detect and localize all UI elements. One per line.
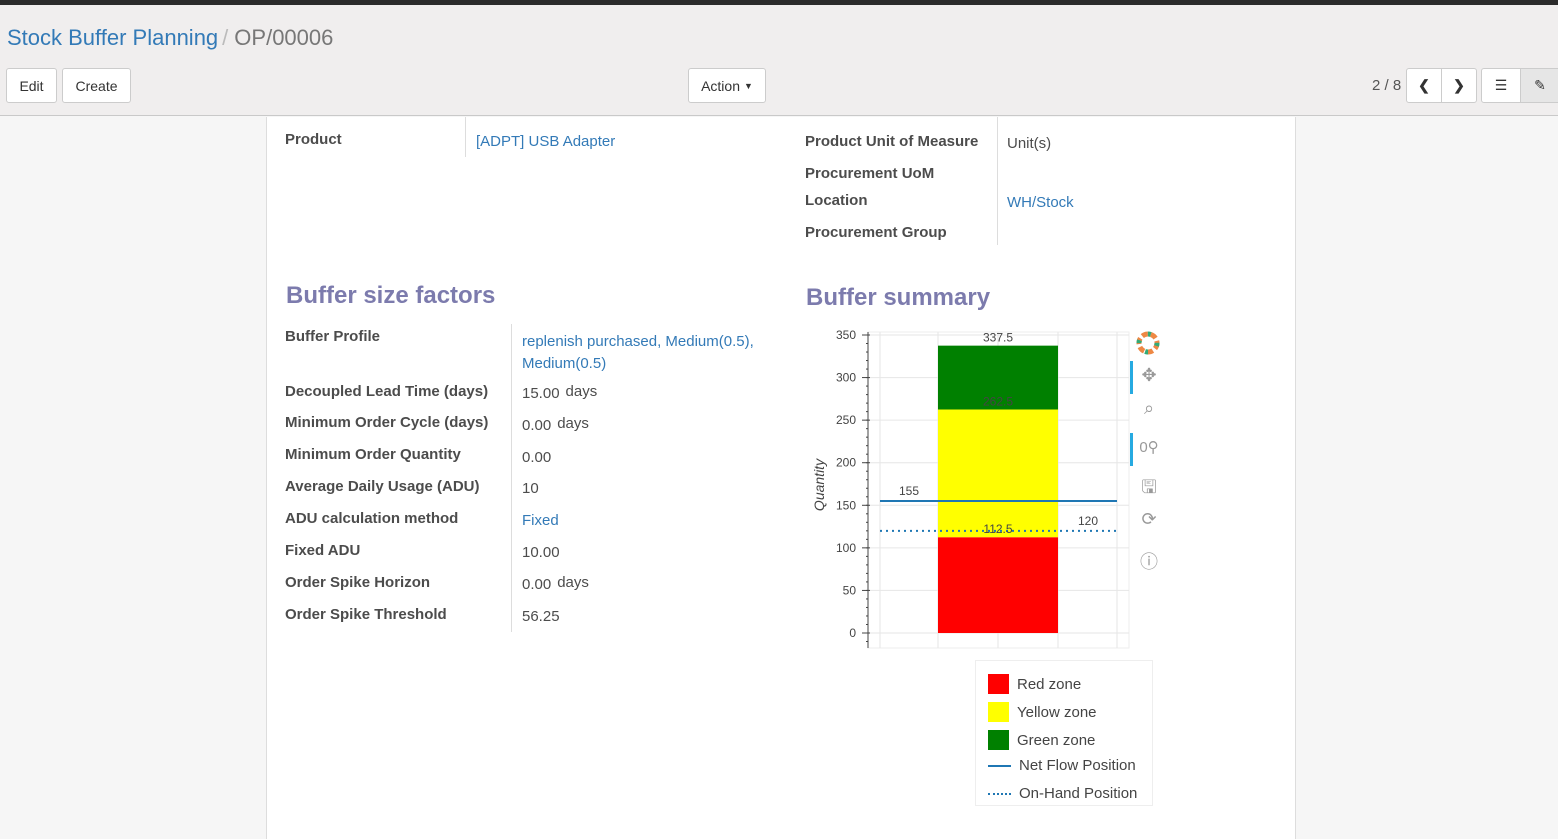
legend-swatch <box>988 764 1011 767</box>
legend-swatch <box>988 674 1009 694</box>
product-label: Product <box>285 131 342 148</box>
y-tick-label: 150 <box>836 498 856 512</box>
factor-value: 0.00 days <box>522 574 589 593</box>
create-button[interactable]: Create <box>62 68 131 103</box>
box-zoom-tool-icon[interactable]: ⌕ <box>1143 398 1155 418</box>
factor-value: 56.25 <box>522 608 560 625</box>
reset-tool-icon[interactable]: ⟳ <box>1141 509 1157 529</box>
control-panel: Stock Buffer Planning / OP/00006 <box>0 5 1558 116</box>
factor-value: 10.00 <box>522 544 560 561</box>
save-tool-icon[interactable]: 🖫 <box>1141 477 1157 497</box>
legend-swatch <box>988 792 1011 795</box>
location-field[interactable]: WH/Stock <box>1007 194 1074 211</box>
procurement-group-label: Procurement Group <box>805 224 947 241</box>
y-axis-label: Quantity <box>811 458 827 511</box>
buffer-profile-field[interactable]: replenish purchased, Medium(0.5), Medium… <box>522 333 754 372</box>
y-tick-label: 50 <box>843 583 857 597</box>
legend-item: Net Flow Position <box>988 757 1136 774</box>
legend-item: Green zone <box>988 730 1095 750</box>
procurement-uom-label: Procurement UoM <box>805 165 935 182</box>
location-label: Location <box>805 192 868 209</box>
breadcrumb: Stock Buffer Planning / OP/00006 <box>7 25 334 50</box>
adu-method-field[interactable]: Fixed <box>522 512 559 529</box>
legend-item: Yellow zone <box>988 702 1097 722</box>
factor-label: Average Daily Usage (ADU) <box>285 478 480 495</box>
list-view-button[interactable]: ☰ <box>1481 68 1521 103</box>
factor-label: Minimum Order Cycle (days) <box>285 414 489 431</box>
pan-tool-icon[interactable]: ✥ <box>1141 365 1157 385</box>
y-tick-label: 350 <box>836 328 856 342</box>
line-label: 155 <box>899 484 919 498</box>
bar-segment-red-zone <box>938 537 1058 633</box>
help-tool-icon[interactable]: ⓘ <box>1140 552 1158 572</box>
product-field[interactable]: [ADPT] USB Adapter <box>476 133 616 150</box>
factor-label: Minimum Order Quantity <box>285 446 461 463</box>
bar-segment-yellow-zone <box>938 409 1058 538</box>
legend-item: Red zone <box>988 674 1081 694</box>
next-record-button[interactable]: ❯ <box>1441 68 1477 103</box>
factor-label: Fixed ADU <box>285 542 361 559</box>
action-button[interactable]: Action ▼ <box>688 68 766 103</box>
edit-button[interactable]: Edit <box>6 68 57 103</box>
chart-legend: Red zone Yellow zone Green zone Net Flow… <box>975 660 1153 806</box>
legend-swatch <box>988 702 1009 722</box>
factor-label: Order Spike Threshold <box>285 606 447 623</box>
buffer-summary-title: Buffer summary <box>806 284 991 311</box>
factor-value: 0.00 <box>522 449 552 466</box>
uom-label: Product Unit of Measure <box>805 133 979 150</box>
factor-label: Decoupled Lead Time (days) <box>285 383 489 400</box>
factor-value: 15.00 days <box>522 383 598 402</box>
factor-label: Order Spike Horizon <box>285 574 431 591</box>
bar-label: 337.5 <box>983 331 1013 345</box>
form-view-button[interactable]: ✎ <box>1520 68 1558 103</box>
y-tick-label: 300 <box>836 371 856 385</box>
uom-field[interactable]: Unit(s) <box>1007 135 1052 152</box>
line-label: 120 <box>1078 514 1098 528</box>
pager-value: 2 / 8 <box>1372 77 1402 94</box>
y-tick-label: 250 <box>836 413 856 427</box>
list-icon: ☰ <box>1494 77 1508 93</box>
factor-label: Buffer Profile <box>285 328 381 345</box>
factor-label: ADU calculation method <box>285 510 459 527</box>
bar-label: 112.5 <box>983 522 1012 536</box>
legend-item: On-Hand Position <box>988 785 1137 802</box>
buffer-chart: 0 50 100 150 200 250 300 350 Quantity 155 120 112.5… <box>811 328 1130 649</box>
buffer-size-factors-title: Buffer size factors <box>286 282 496 309</box>
edit-form-icon: ✎ <box>1534 77 1546 93</box>
factor-value: 0.00 days <box>522 415 589 434</box>
legend-swatch <box>988 730 1009 750</box>
wheel-zoom-tool-icon[interactable]: 0⚲ <box>1139 439 1159 456</box>
previous-record-button[interactable]: ❮ <box>1406 68 1442 103</box>
y-tick-label: 0 <box>849 626 856 640</box>
y-tick-label: 200 <box>836 456 856 470</box>
breadcrumb-parent[interactable]: Stock Buffer Planning <box>7 25 219 50</box>
bar-segment-green-zone <box>938 345 1058 410</box>
chevron-right-icon: ❯ <box>1453 77 1465 93</box>
bar-label: 262.5 <box>983 395 1013 409</box>
action-label: Action <box>701 77 740 94</box>
y-tick-label: 100 <box>836 541 856 555</box>
top-bar <box>0 0 1558 5</box>
breadcrumb-current: OP/00006 <box>234 25 334 50</box>
bokeh-logo-icon <box>1136 331 1160 360</box>
chevron-left-icon: ❮ <box>1418 77 1430 93</box>
caret-down-icon: ▼ <box>744 80 753 91</box>
factor-value: 10 <box>522 480 539 497</box>
